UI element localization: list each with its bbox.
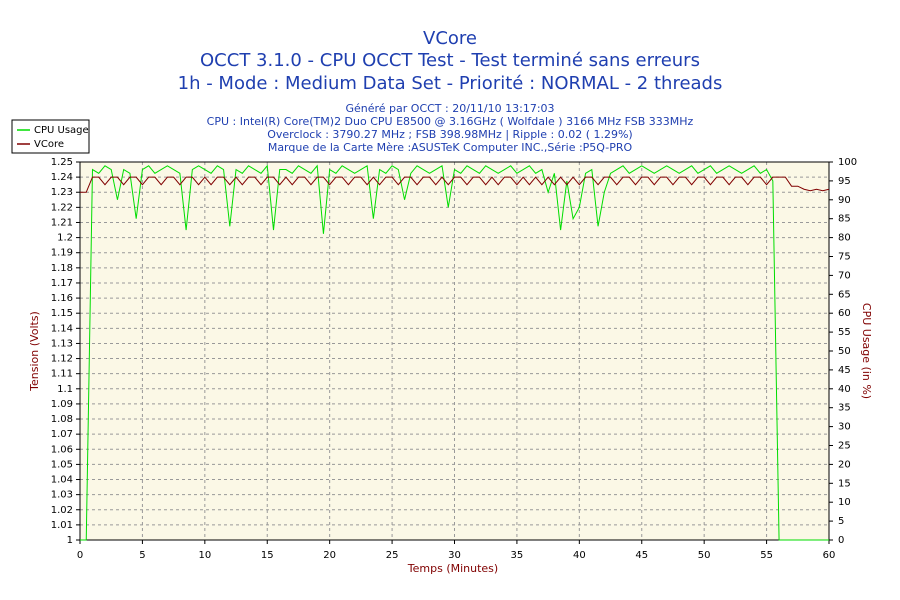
y-tick-label: 1.24: [51, 172, 73, 183]
y2-tick-label: 50: [838, 346, 851, 357]
y-tick-label: 1.17: [51, 278, 73, 289]
y-tick-label: 1.18: [51, 263, 73, 274]
x-tick-label: 10: [198, 550, 211, 561]
y2-tick-label: 0: [838, 535, 844, 546]
y2-tick-label: 55: [838, 327, 851, 338]
y-tick-label: 1.08: [51, 414, 73, 425]
title-line: OCCT 3.1.0 - CPU OCCT Test - Test termin…: [200, 50, 700, 71]
y2-tick-label: 95: [838, 176, 851, 187]
y-tick-label: 1.19: [51, 248, 73, 259]
y2-tick-label: 80: [838, 233, 851, 244]
y-tick-label: 1.01: [51, 520, 73, 531]
x-tick-label: 50: [698, 550, 711, 561]
x-tick-label: 0: [77, 550, 83, 561]
legend-label: VCore: [34, 139, 64, 150]
y-tick-label: 1.13: [51, 338, 73, 349]
y2-tick-label: 5: [838, 516, 844, 527]
chart-title: VCore: [423, 28, 477, 49]
y-tick-label: 1.03: [51, 490, 73, 501]
x-tick-label: 45: [635, 550, 648, 561]
y2-tick-label: 60: [838, 308, 851, 319]
y-tick-label: 1.12: [51, 354, 73, 365]
y2-tick-label: 90: [838, 195, 851, 206]
y-tick-label: 1.25: [51, 157, 73, 168]
subtitle-line: Marque de la Carte Mère :ASUSTeK Compute…: [268, 141, 633, 154]
legend-box: [11, 119, 90, 154]
x-tick-label: 55: [760, 550, 773, 561]
subtitle-line: CPU : Intel(R) Core(TM)2 Duo CPU E8500 @…: [207, 115, 694, 128]
y-tick-label: 1.15: [51, 308, 73, 319]
y2-tick-label: 30: [838, 422, 851, 433]
y-axis-label: Tension (Volts): [28, 311, 41, 392]
y2-tick-label: 25: [838, 441, 851, 452]
y-tick-label: 1.22: [51, 202, 73, 213]
y2-tick-label: 70: [838, 270, 851, 281]
y-tick-label: 1.1: [57, 384, 73, 395]
legend-label: CPU Usage: [34, 125, 89, 136]
y2-tick-label: 40: [838, 384, 851, 395]
y2-tick-label: 20: [838, 459, 851, 470]
y2-tick-label: 35: [838, 403, 851, 414]
y-tick-label: 1: [67, 535, 73, 546]
x-tick-label: 35: [511, 550, 524, 561]
y-tick-label: 1.05: [51, 459, 73, 470]
y2-tick-label: 85: [838, 214, 851, 225]
x-tick-label: 40: [573, 550, 586, 561]
y2-tick-label: 10: [838, 497, 851, 508]
y2-axis-label: CPU Usage (in %): [860, 303, 873, 399]
x-tick-label: 25: [386, 550, 399, 561]
y-tick-label: 1.16: [51, 293, 73, 304]
y-tick-label: 1.2: [57, 233, 73, 244]
y2-tick-label: 65: [838, 289, 851, 300]
y2-tick-label: 100: [838, 157, 857, 168]
y2-tick-label: 75: [838, 252, 851, 263]
y-tick-label: 1.06: [51, 444, 73, 455]
y-tick-label: 1.23: [51, 187, 73, 198]
series-line: [80, 176, 830, 193]
y-tick-label: 1.11: [51, 369, 73, 380]
x-tick-label: 15: [261, 550, 274, 561]
y2-tick-label: 45: [838, 365, 851, 376]
x-tick-label: 30: [448, 550, 461, 561]
subtitle-line: Généré par OCCT : 20/11/10 13:17:03: [345, 102, 554, 115]
plot-border: [79, 161, 830, 541]
y-tick-label: 1.14: [51, 323, 73, 334]
y-tick-label: 1.21: [51, 217, 73, 228]
x-tick-label: 5: [139, 550, 145, 561]
title-line: 1h - Mode : Medium Data Set - Priorité :…: [178, 73, 723, 94]
y-tick-label: 1.04: [51, 475, 73, 486]
x-axis-label: Temps (Minutes): [407, 562, 498, 575]
series-line: [80, 164, 829, 541]
x-tick-label: 60: [823, 550, 836, 561]
y-tick-label: 1.09: [51, 399, 73, 410]
y-tick-label: 1.02: [51, 505, 73, 516]
y-tick-label: 1.07: [51, 429, 73, 440]
subtitle-line: Overclock : 3790.27 MHz ; FSB 398.98MHz …: [267, 128, 632, 141]
x-tick-label: 20: [323, 550, 336, 561]
y2-tick-label: 15: [838, 478, 851, 489]
